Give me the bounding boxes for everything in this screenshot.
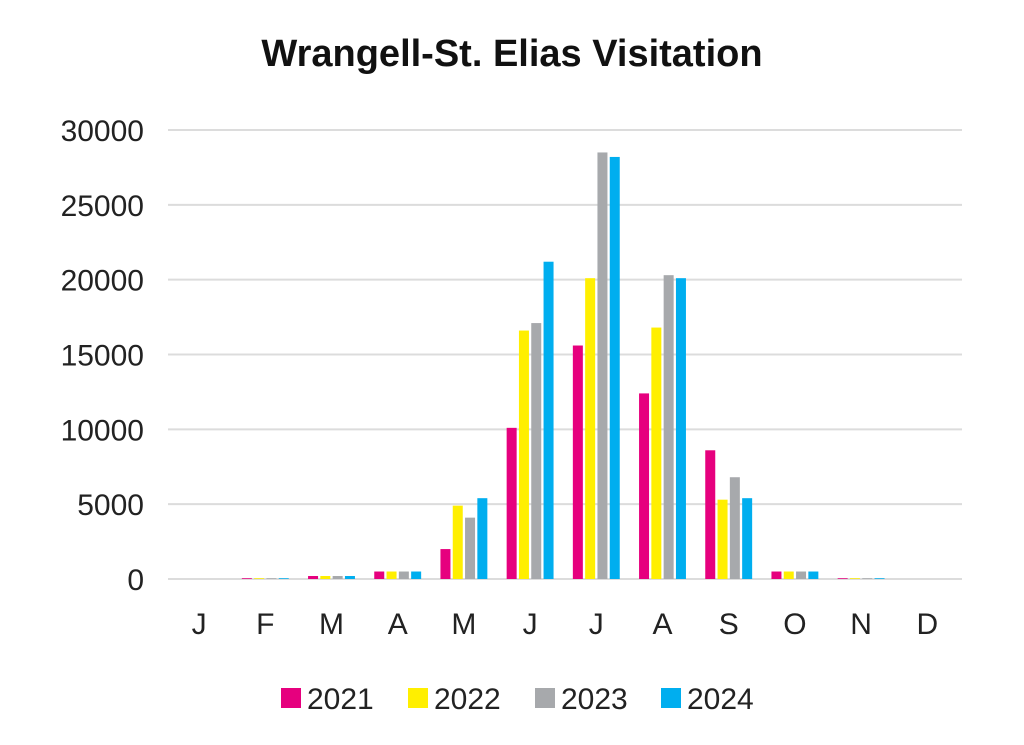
legend-label: 2022 xyxy=(434,683,501,716)
bar-2023-9 xyxy=(796,571,807,579)
bar-2022-2 xyxy=(320,576,331,579)
y-tick-label: 15000 xyxy=(61,340,144,373)
bar-2024-9 xyxy=(808,571,819,579)
bar-2022-4 xyxy=(452,505,463,579)
bar-2023-3 xyxy=(398,571,409,579)
bar-2021-9 xyxy=(771,571,782,579)
bar-2024-3 xyxy=(411,571,422,579)
y-tick-label: 30000 xyxy=(61,115,144,148)
bar-2022-8 xyxy=(717,499,728,579)
legend: 2021 2022 2023 2024 xyxy=(281,683,754,716)
bar-2023-7 xyxy=(663,275,674,579)
bar-2021-7 xyxy=(639,393,650,579)
bar-2021-8 xyxy=(705,450,716,579)
bar-2022-6 xyxy=(585,278,596,579)
bar-2022-10 xyxy=(849,578,860,579)
bar-2023-8 xyxy=(729,477,740,579)
chart-title: Wrangell-St. Elias Visitation xyxy=(261,33,762,75)
x-tick-label: A xyxy=(652,608,672,641)
bar-2024-6 xyxy=(609,156,620,579)
bar-2023-2 xyxy=(332,576,343,579)
x-tick-label: D xyxy=(916,608,938,641)
bar-2023-10 xyxy=(862,578,873,579)
bar-2022-9 xyxy=(783,571,794,579)
y-tick-label: 5000 xyxy=(77,489,144,522)
y-tick-label: 25000 xyxy=(61,190,144,223)
bar-2021-1 xyxy=(241,578,252,579)
bar-2021-4 xyxy=(440,549,451,579)
bar-2021-10 xyxy=(837,578,848,579)
bar-2024-4 xyxy=(477,498,488,579)
legend-swatch-2021 xyxy=(281,688,301,708)
x-tick-label: O xyxy=(783,608,806,641)
y-axis-ticks: 30000 25000 20000 15000 10000 5000 0 xyxy=(61,115,144,597)
bar-2023-4 xyxy=(465,517,476,579)
y-tick-label: 0 xyxy=(127,564,144,597)
bar-2022-7 xyxy=(651,327,662,579)
bars xyxy=(241,152,885,579)
legend-label: 2021 xyxy=(307,683,374,716)
bar-2024-10 xyxy=(874,578,885,579)
bar-2021-5 xyxy=(506,427,517,579)
bar-2023-6 xyxy=(597,152,608,579)
bar-2023-1 xyxy=(266,578,277,579)
bar-2023-5 xyxy=(531,323,542,579)
bar-2021-6 xyxy=(572,345,583,579)
bar-2021-3 xyxy=(374,571,385,579)
y-tick-label: 10000 xyxy=(61,414,144,447)
x-tick-label: A xyxy=(388,608,408,641)
x-tick-label: J xyxy=(523,608,538,641)
x-tick-label: J xyxy=(192,608,207,641)
x-tick-label: F xyxy=(256,608,274,641)
legend-label: 2024 xyxy=(687,683,754,716)
bar-2021-2 xyxy=(308,576,319,579)
bar-2022-5 xyxy=(518,330,529,579)
legend-swatch-2024 xyxy=(661,688,681,708)
x-tick-label: S xyxy=(719,608,739,641)
x-tick-label: J xyxy=(589,608,604,641)
bar-2024-8 xyxy=(742,498,753,579)
x-tick-label: M xyxy=(319,608,344,641)
legend-label: 2023 xyxy=(561,683,628,716)
bar-2024-1 xyxy=(278,578,289,579)
bar-2022-1 xyxy=(254,578,265,579)
bar-2024-2 xyxy=(344,576,355,579)
legend-swatch-2022 xyxy=(408,688,428,708)
x-tick-label: N xyxy=(850,608,872,641)
legend-swatch-2023 xyxy=(535,688,555,708)
x-tick-label: M xyxy=(451,608,476,641)
bar-2022-3 xyxy=(386,571,397,579)
gridlines xyxy=(168,129,962,580)
bar-2024-7 xyxy=(675,278,686,579)
y-tick-label: 20000 xyxy=(61,265,144,298)
bar-2024-5 xyxy=(543,261,554,579)
